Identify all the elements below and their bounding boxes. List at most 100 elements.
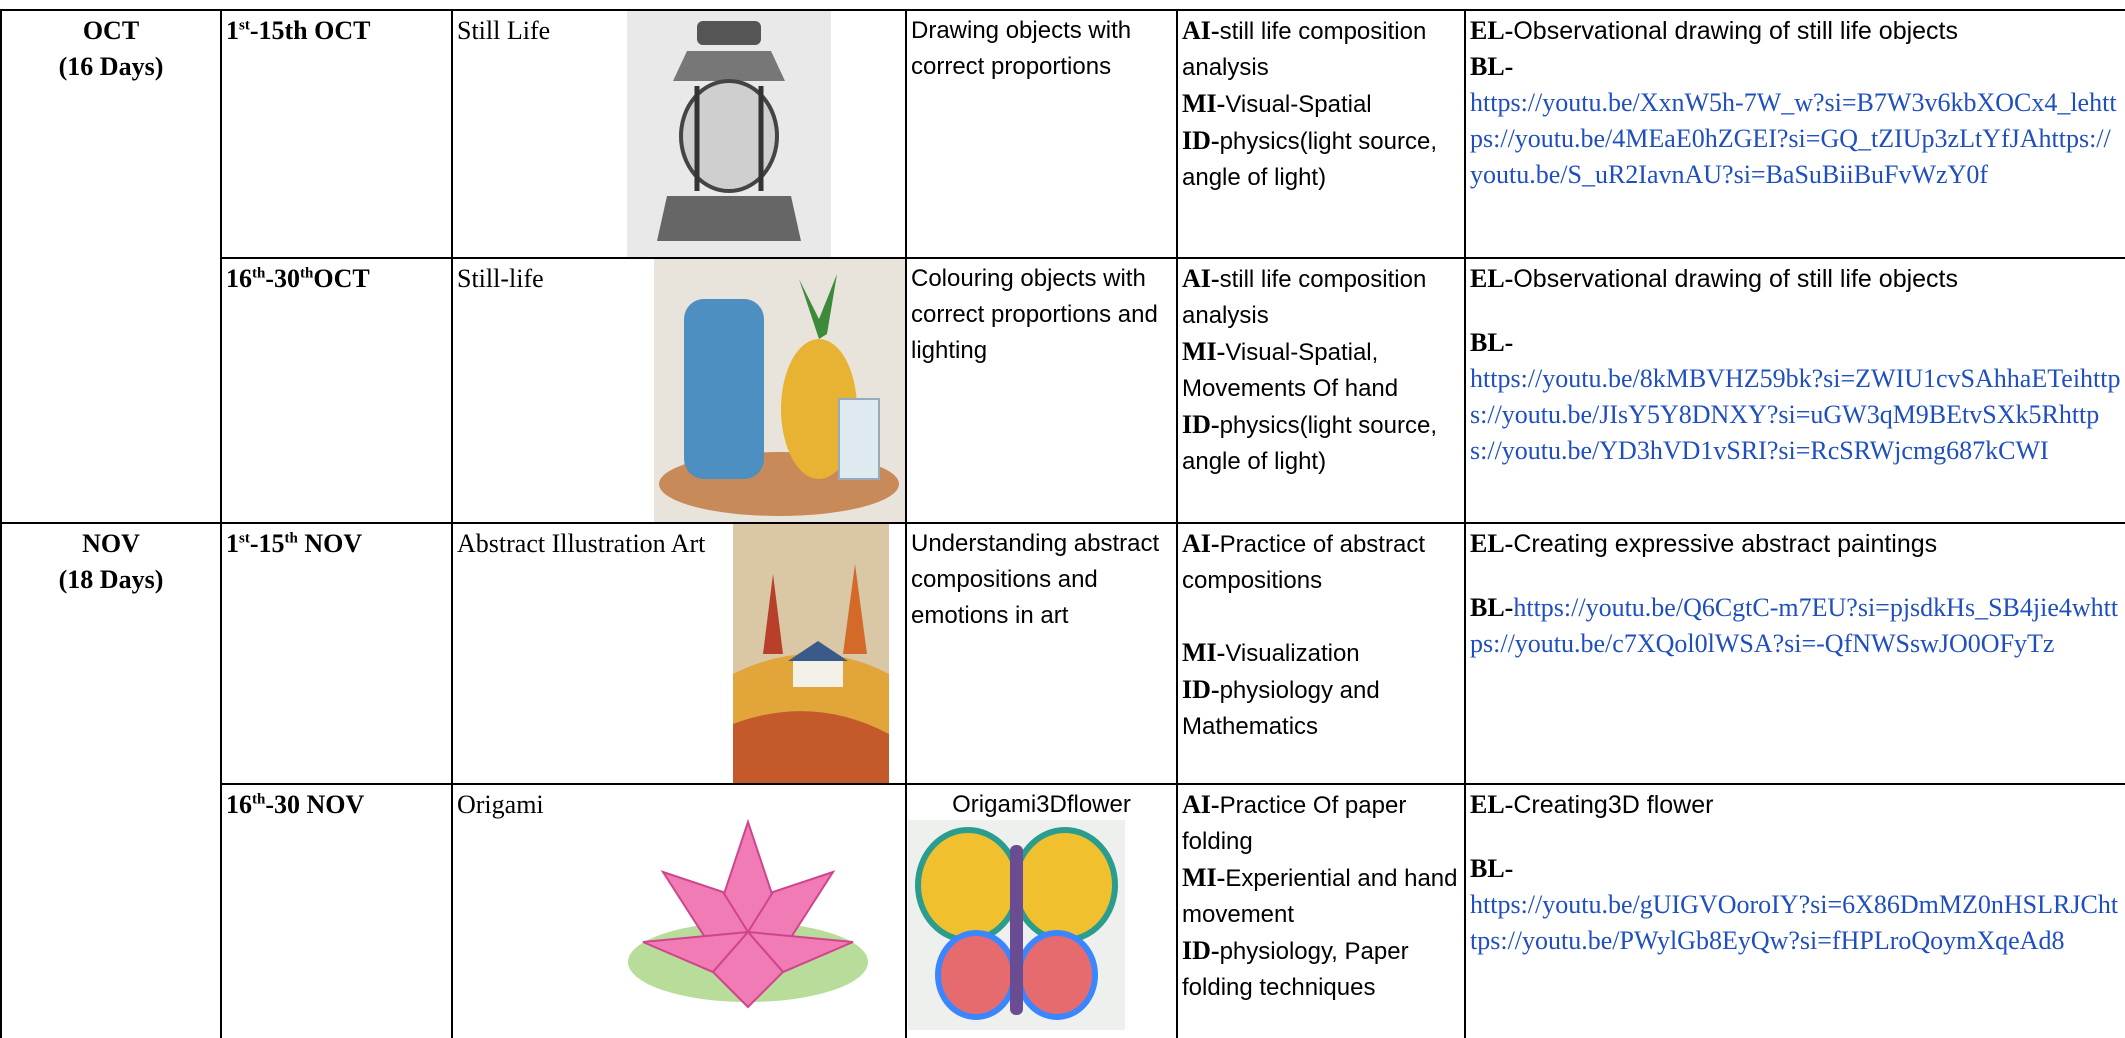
date-part: -15 [249,529,285,558]
date-part: th [252,265,266,282]
bl-label: BL- [1470,593,1514,622]
item-label: MI- [1182,638,1226,667]
item-text: physics(light source, angle of light) [1182,128,1437,191]
month-name: OCT [82,16,140,45]
bl-links[interactable]: https://youtu.be/gUIGVOoroIY?si=6X86DmMZ… [1470,890,2119,955]
item-text: Practice of abstract compositions [1182,531,1425,594]
date-part: NOV [297,529,363,558]
ai-mi-id-item: ID-physiology and Mathematics [1182,672,1460,745]
bl-links[interactable]: https://youtu.be/Q6CgtC-m7EU?si=pjsdkHs_… [1470,593,2119,658]
item-label: ID- [1182,126,1220,155]
item-label: ID- [1182,936,1220,965]
still-life-painting [654,259,905,522]
objective-cell: Drawing objects with correct proportions [905,9,1178,259]
ai-mi-id-item: ID-physics(light source, angle of light) [1182,123,1460,196]
lantern-sketch [627,11,831,257]
bl-links[interactable]: https://youtu.be/8kMBVHZ59bk?si=ZWIU1cvS… [1470,364,2121,465]
el-line: EL-Observational drawing of still life o… [1470,261,2121,297]
spacer [1470,297,2121,325]
item-label: AI- [1182,790,1220,819]
date-part: -30 [265,264,301,293]
ai-mi-id-cell: AI-still life composition analysis MI-Vis… [1176,257,1466,524]
item-text: Visualization [1225,640,1360,667]
dates-cell: 1st-15th NOV [220,522,453,785]
topic: Abstract Illustration Art [457,529,706,558]
item-text: physics(light source, angle of light) [1182,412,1437,475]
ai-mi-id-item: MI-Visualization [1182,635,1460,672]
el-label: EL- [1470,16,1514,45]
month-name: NOV [82,529,140,558]
objective-cell: Understanding abstract compositions and … [905,522,1178,785]
date-part: 16 [226,790,252,819]
spacer [1470,823,2121,851]
date-part: th [284,530,298,547]
dates-cell: 16th-30thOCT [220,257,453,524]
item-text: still life composition analysis [1182,266,1427,329]
date-part: -30 NOV [265,790,365,819]
item-label: ID- [1182,410,1220,439]
el-bl-cell: EL-Observational drawing of still life o… [1464,257,2125,524]
table-row: NOV (18 Days) 1st-15th NOV Abstract Illustr… [0,522,2125,1038]
ai-mi-id-item: AI-still life composition analysis [1182,261,1460,334]
ai-mi-id-item: AI-still life composition analysis [1182,13,1460,86]
bl-line: BL-https://youtu.be/gUIGVOoroIY?si=6X86D… [1470,851,2121,959]
el-text: Creating3D flower [1513,791,1714,819]
el-bl-cell: EL-Creating expressive abstract painting… [1464,522,2125,785]
date-part: 1 [226,529,239,558]
date-part: th [252,791,266,808]
dates-cell: 16th-30 NOV [220,783,453,1038]
ai-mi-id-item: ID-physics(light source, angle of light) [1182,407,1460,480]
topic: Still Life [457,16,551,45]
ai-mi-id-item: MI-Visual-Spatial, Movements Of hand [1182,334,1460,407]
date-part: OCT [313,264,370,293]
el-label: EL- [1470,790,1514,819]
item-text: still life composition analysis [1182,18,1427,81]
date-part: th [300,265,314,282]
bl-label: BL- [1470,854,1514,883]
bl-label: BL- [1470,328,1514,357]
objective-cell: Colouring objects with correct proportio… [905,257,1178,524]
date-part: -15th OCT [249,16,371,45]
item-label: MI- [1182,89,1226,118]
bl-line: BL-https://youtu.be/Q6CgtC-m7EU?si=pjsdk… [1470,590,2121,662]
topic-cell: Origami [451,783,907,1038]
el-text: Observational drawing of still life obje… [1513,265,1958,293]
spacer [1470,562,2121,590]
el-label: EL- [1470,529,1514,558]
objective: Drawing objects with correct proportions [911,17,1132,80]
topic: Still-life [457,264,544,293]
item-label: MI- [1182,863,1226,892]
ai-mi-id-cell: AI-still life composition analysis MI-Vis… [1176,9,1466,259]
month-days: (16 Days) [58,52,164,81]
bl-line: BL-https://youtu.be/8kMBVHZ59bk?si=ZWIU1… [1470,325,2121,469]
date-part: 16 [226,264,252,293]
ai-mi-id-item: MI-Visual-Spatial [1182,86,1460,123]
el-label: EL- [1470,264,1514,293]
date-part: st [239,530,250,547]
table-row: 16th-30thOCT Still-life Colouring objects … [1,257,2125,524]
lotus-origami [628,818,868,1009]
bl-line: BL-https://youtu.be/XxnW5h-7W_w?si=B7W3v… [1470,49,2121,193]
el-bl-cell: EL-Creating3D flower BL-https://youtu.be/… [1464,783,2125,1038]
el-line: EL-Creating3D flower [1470,787,2121,823]
bl-links[interactable]: https://youtu.be/XxnW5h-7W_w?si=B7W3v6kb… [1470,88,2117,189]
objective: Origami3Dflower [952,791,1131,818]
ai-mi-id-item: AI-Practice of abstract compositions [1182,526,1460,599]
date-part: 1 [226,16,239,45]
objective: Understanding abstract compositions and … [911,530,1160,629]
item-label: AI- [1182,529,1220,558]
item-text: physiology, Paper folding techniques [1182,938,1409,1001]
el-bl-cell: EL-Observational drawing of still life o… [1464,9,2125,259]
table-row: OCT (16 Days) 1st-15th OCT Still Life Drawin… [0,9,2125,524]
month-cell: OCT (16 Days) [0,9,222,524]
quilling-butterfly [908,820,1125,1030]
ai-mi-id-cell: AI-Practice of abstract compositions MI-V… [1176,522,1466,785]
item-text: Practice Of paper folding [1182,792,1407,855]
item-text: Experiential and hand movement [1182,865,1458,928]
item-text: Visual-Spatial, Movements Of hand [1182,339,1399,402]
ai-mi-id-cell: AI-Practice Of paper folding MI-Experient… [1176,783,1466,1038]
ai-mi-id-item: ID-physiology, Paper folding techniques [1182,933,1460,1006]
el-text: Observational drawing of still life obje… [1513,17,1958,45]
item-text: Visual-Spatial [1225,91,1372,118]
